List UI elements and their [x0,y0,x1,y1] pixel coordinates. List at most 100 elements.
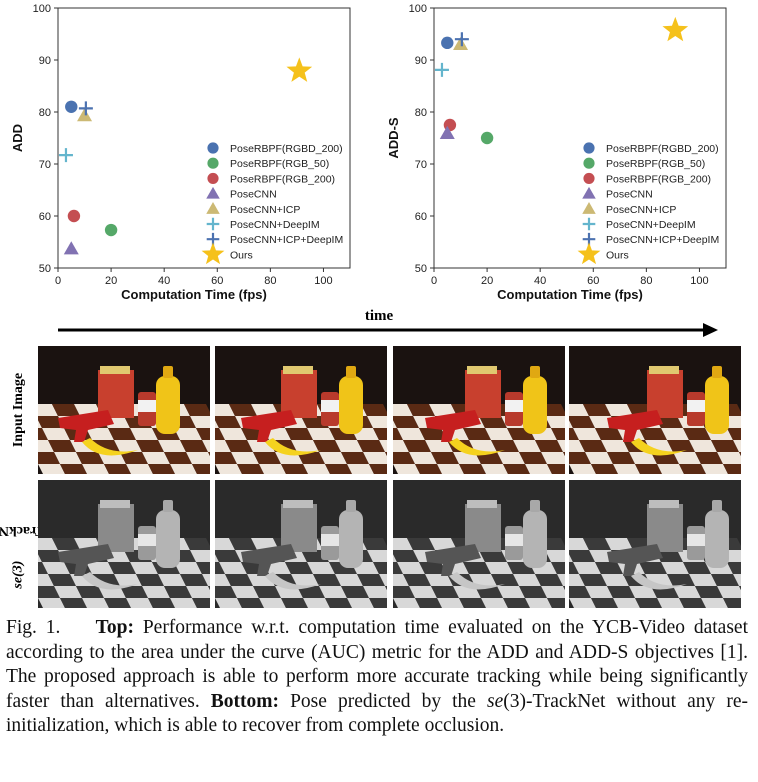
add-point-3 [63,241,79,255]
add-x-tick-label: 80 [264,275,276,287]
tracknet-render-3 [393,480,565,608]
add-legend-entry-0: PoseRBPF(RGBD_200) [230,143,343,155]
add-s-y-tick-label: 70 [415,159,427,171]
figure-caption: Fig. 1. Top: Performance w.r.t. computat… [6,617,749,736]
input-image-frame-4 [569,346,741,474]
tracknet-render-4 [569,480,741,608]
add-s-point-3 [439,125,455,139]
add-x-tick-label: 0 [55,275,61,287]
add-point-4 [77,108,93,122]
add-s-legend-entry-4: PoseCNN+ICP [606,204,676,216]
add-legend-entry-1: PoseRBPF(RGB_50) [230,158,329,170]
time-arrow [58,323,718,337]
caption-top-label: Top: [95,617,134,638]
add-point-6 [78,101,93,116]
add-s-x-tick-label: 20 [481,275,493,287]
tracknet-frame-3 [393,480,565,608]
add-y-tick-label: 90 [39,55,51,67]
input-image-frame-3 [393,346,565,474]
add-s-scatter-plot: 0 20 40 60 80 100 50 60 70 80 90 100 Computation Tim… [386,3,727,302]
add-s-legend-entry-5: PoseCNN+DeepIM [606,219,696,231]
add-s-legend-marker-5 [582,217,596,231]
add-point-5 [58,148,73,163]
add-legend-marker-1 [207,157,219,169]
add-point-1 [104,223,118,237]
add-s-y-tick-label: 80 [415,107,427,119]
input-image-1 [38,346,210,474]
add-s-y-tick-label: 100 [409,3,427,15]
add-s-legend-entry-0: PoseRBPF(RGBD_200) [606,143,719,155]
add-s-legend-marker-0 [583,142,595,154]
row-label-tracknet-text: se(3)-TrackNet [0,523,50,589]
add-s-legend-entry-6: PoseCNN+ICP+DeepIM [606,234,719,246]
add-x-tick-label: 100 [314,275,332,287]
input-image-3 [393,346,565,474]
tracknet-frame-1 [38,480,210,608]
add-y-tick-label: 50 [39,263,51,275]
add-s-y-tick-label: 90 [415,55,427,67]
add-chart: 0 20 40 60 80 100 50 60 70 80 90 100 Computation Tim… [0,0,370,310]
input-image-frame-2 [215,346,387,474]
add-s-point-6 [454,32,469,47]
add-x-axis-label: Computation Time (fps) [121,287,267,302]
add-s-x-tick-label: 40 [534,275,546,287]
add-s-y-tick-label: 50 [415,263,427,275]
add-s-legend-entry-3: PoseCNN [606,189,653,201]
add-s-legend-marker-3 [582,186,596,199]
add-legend-entry-6: PoseCNN+ICP+DeepIM [230,234,343,246]
add-s-y-tick-label: 60 [415,211,427,223]
add-s-x-axis-label: Computation Time (fps) [497,287,643,302]
add-legend-marker-2 [207,172,219,184]
input-image-2 [215,346,387,474]
add-legend-entry-4: PoseCNN+ICP [230,204,300,216]
add-s-x-tick-label: 100 [690,275,708,287]
add-s-point-5 [434,62,449,77]
add-s-legend-entry-2: PoseRBPF(RGB_200) [606,173,711,185]
add-legend-marker-7 [201,242,225,265]
add-legend-entry-2: PoseRBPF(RGB_200) [230,173,335,185]
caption-top-text: Performance w.r.t. computation time eval… [6,617,749,712]
add-legend-marker-0 [207,142,219,154]
add-s-legend-marker-4 [582,202,596,214]
add-s-legend-entry-7: Ours [606,249,629,261]
add-s-x-tick-label: 60 [587,275,599,287]
add-legend-marker-3 [206,186,220,199]
add-legend-entry-7: Ours [230,249,253,261]
add-x-tick-label: 20 [105,275,117,287]
add-s-point-1 [480,131,494,145]
add-s-legend-entry-1: PoseRBPF(RGB_50) [606,158,705,170]
tracknet-render-1 [38,480,210,608]
row-label-input-image: Input Image [4,346,34,474]
tracknet-frame-4 [569,480,741,608]
add-s-chart: 0 20 40 60 80 100 50 60 70 80 90 100 Computation Tim… [376,0,746,310]
add-s-y-axis-label: ADD-S [386,117,401,158]
add-legend-marker-5 [206,217,220,231]
row-label-tracknet: se(3)-TrackNet [0,480,50,608]
caption-fig-label: Fig. 1. [6,617,61,638]
add-y-tick-label: 100 [33,3,51,15]
add-s-legend-marker-7 [577,242,601,265]
row-label-input-text: Input Image [11,372,27,448]
add-point-7 [286,57,313,82]
add-x-tick-label: 60 [211,275,223,287]
add-scatter-plot: 0 20 40 60 80 100 50 60 70 80 90 100 Computation Tim… [10,3,351,302]
add-y-tick-label: 60 [39,211,51,223]
add-y-axis-label: ADD [10,124,25,152]
add-legend-entry-3: PoseCNN [230,189,277,201]
add-s-point-7 [662,16,689,42]
add-s-x-tick-label: 0 [431,275,437,287]
add-y-tick-label: 70 [39,159,51,171]
add-point-0 [65,100,78,114]
add-legend-marker-4 [206,202,220,214]
add-s-point-4 [453,36,469,51]
add-legend-entry-5: PoseCNN+DeepIM [230,219,320,231]
time-label: time [364,308,394,324]
input-image-4 [569,346,741,474]
add-s-legend-marker-2 [583,172,595,184]
add-x-tick-label: 40 [158,275,170,287]
add-plot-frame [57,7,351,269]
add-y-tick-label: 80 [39,107,51,119]
input-image-frame-1 [38,346,210,474]
caption-bottom-label: Bottom: [210,690,280,712]
add-s-point-0 [441,36,454,50]
